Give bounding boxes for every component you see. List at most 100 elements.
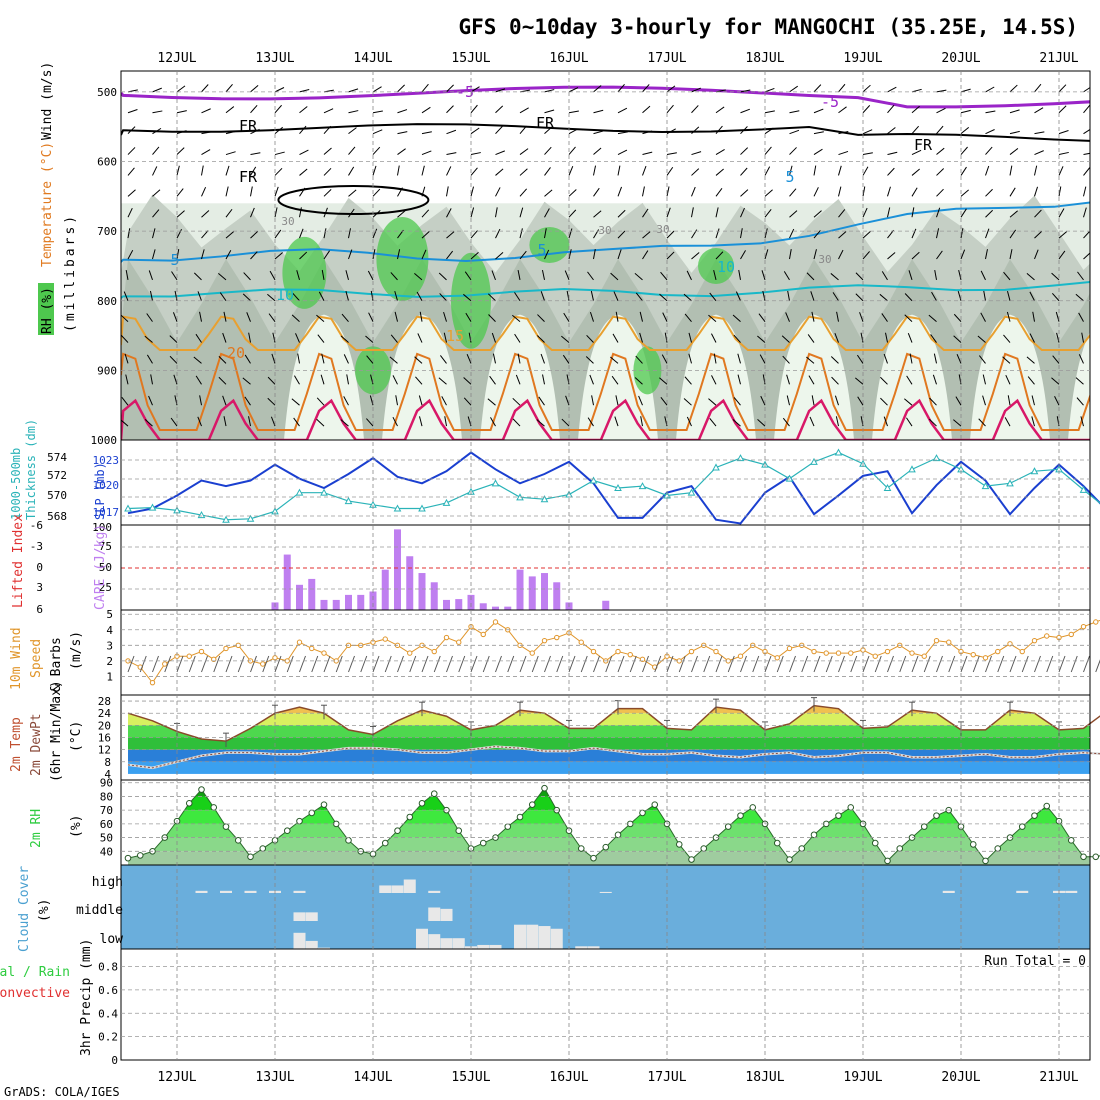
wind-barb <box>563 312 570 322</box>
wind-barb <box>617 165 621 176</box>
wind-barb <box>323 250 331 260</box>
rh2m-point <box>639 809 646 817</box>
wind10m-point <box>884 648 891 655</box>
rh-green-area <box>529 227 570 264</box>
wind-barb <box>733 334 741 343</box>
wind10m-barb <box>691 655 698 673</box>
wind10m-barb <box>544 655 551 673</box>
cape-bar <box>455 599 463 610</box>
thickness-point <box>1079 485 1088 493</box>
thickness-point <box>1030 467 1039 475</box>
wind10m-barb <box>654 655 662 673</box>
wind-barb <box>366 418 374 427</box>
wind-barb <box>299 125 307 134</box>
cloud-bar-low <box>305 940 318 949</box>
wind10m-point <box>431 648 437 655</box>
wind-barb <box>1083 186 1087 197</box>
wind-barb <box>519 107 529 114</box>
wind-barb <box>540 353 545 364</box>
wind-barb <box>193 272 202 281</box>
wind-barb <box>372 86 382 93</box>
wind-barb <box>904 398 913 406</box>
wind-barb <box>463 377 472 385</box>
rh2m-point <box>406 813 414 821</box>
wind-barb <box>809 416 815 427</box>
wind-barb <box>1056 332 1060 343</box>
wind-barb <box>634 272 643 281</box>
wind-barb <box>715 168 724 176</box>
wind-barb <box>813 230 821 239</box>
wind10m-point <box>321 650 327 656</box>
wind-barb <box>789 188 797 197</box>
rh2m-point <box>381 839 389 847</box>
wind-barb <box>838 209 846 218</box>
wind10m-point <box>823 650 829 656</box>
wind10m-barb <box>152 655 159 673</box>
wind-barb <box>568 110 579 114</box>
wind-barb <box>789 129 800 135</box>
wind-barb <box>1034 150 1044 156</box>
wind-barb <box>907 333 913 343</box>
wind-barb <box>642 105 651 114</box>
bl-column <box>970 314 1050 440</box>
wind-barb <box>838 106 847 114</box>
panel-frame-slp <box>120 439 1091 526</box>
contour-label: 30 <box>281 215 294 228</box>
wind-barb <box>610 356 619 364</box>
wind-barb <box>222 395 227 406</box>
wind-barb <box>1080 416 1084 427</box>
wind-barb <box>638 395 643 406</box>
wind-barb <box>593 187 600 197</box>
cape-bar <box>296 584 303 610</box>
wind-barb <box>127 249 134 260</box>
wind-barb <box>591 395 594 406</box>
wind-barb <box>715 228 720 239</box>
cape-bar <box>492 606 499 610</box>
wind-barb <box>590 290 594 301</box>
wind-barb <box>519 148 529 155</box>
wind-barb <box>418 395 423 406</box>
wind-barb <box>691 151 702 156</box>
wind-barb <box>152 127 162 135</box>
wind-barb <box>691 252 700 260</box>
cloud-bar-low <box>452 938 465 949</box>
wind-barb <box>176 130 187 135</box>
wind-barb <box>709 418 717 427</box>
rh2m-point <box>969 841 977 848</box>
wind-barb <box>568 165 574 176</box>
wind-barb <box>345 290 349 301</box>
wind-barb <box>885 332 888 343</box>
wind-barb <box>320 374 325 385</box>
wind-barb <box>1058 151 1069 156</box>
wind-barb <box>1083 86 1090 93</box>
panel-frame-precip <box>120 948 1091 1061</box>
wind-barb <box>757 335 766 343</box>
cloud-bar-low <box>489 944 502 949</box>
wind-barb <box>1078 312 1084 322</box>
cape-bar <box>553 582 561 610</box>
wind-barb <box>172 312 178 322</box>
wind-barb <box>887 167 895 176</box>
wind10m-barb <box>286 655 294 673</box>
wind-barb <box>127 109 138 114</box>
wind-barb <box>372 188 381 197</box>
wind-barb <box>421 150 432 156</box>
label-rh2m-2: (%) <box>69 815 84 838</box>
wind-barb <box>250 207 255 218</box>
tick-li: -3 <box>30 540 43 553</box>
wind-barb <box>173 374 178 385</box>
wind10m-barb <box>1083 655 1090 673</box>
rh2m-point <box>847 804 855 811</box>
wind-barb <box>243 272 251 281</box>
wind-barb <box>887 127 896 135</box>
wind-barb <box>268 313 276 322</box>
wind-barb <box>862 129 873 135</box>
wind-barb <box>936 207 941 218</box>
wind-barb <box>323 125 332 134</box>
wind-barb <box>225 106 235 114</box>
wind-barb <box>323 167 332 176</box>
thickness-point <box>638 482 647 490</box>
wind10m-point <box>774 655 780 661</box>
wind10m-barb <box>397 655 404 673</box>
wind10m-barb <box>960 655 968 673</box>
